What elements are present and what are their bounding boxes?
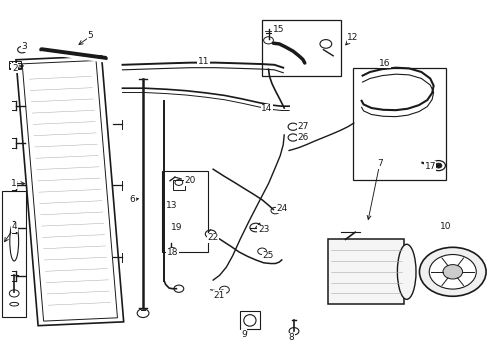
Text: 27: 27 bbox=[297, 122, 309, 131]
Bar bbox=[353, 68, 446, 180]
Text: 26: 26 bbox=[297, 133, 309, 142]
Bar bbox=[9, 61, 21, 69]
Text: 9: 9 bbox=[241, 330, 247, 338]
Bar bbox=[173, 180, 185, 190]
Text: 16: 16 bbox=[379, 58, 391, 68]
Text: 1: 1 bbox=[11, 179, 17, 188]
Text: 19: 19 bbox=[171, 223, 182, 232]
Ellipse shape bbox=[397, 244, 416, 300]
Circle shape bbox=[435, 163, 442, 168]
Text: 12: 12 bbox=[347, 33, 359, 42]
Text: 23: 23 bbox=[258, 225, 270, 234]
Text: 2: 2 bbox=[12, 64, 18, 73]
Text: 7: 7 bbox=[377, 159, 383, 168]
Bar bbox=[162, 171, 208, 252]
Text: 22: 22 bbox=[208, 233, 219, 242]
Text: 13: 13 bbox=[166, 201, 177, 210]
Text: 4: 4 bbox=[12, 222, 18, 231]
Bar bbox=[328, 239, 404, 304]
Bar bbox=[240, 311, 260, 329]
Bar bbox=[16, 56, 123, 326]
Text: 3: 3 bbox=[22, 42, 27, 51]
Circle shape bbox=[419, 247, 486, 296]
Bar bbox=[22, 60, 118, 321]
Circle shape bbox=[429, 255, 476, 289]
Text: 24: 24 bbox=[276, 204, 287, 212]
Text: 8: 8 bbox=[289, 333, 294, 342]
Text: 5: 5 bbox=[88, 31, 94, 40]
Text: 11: 11 bbox=[197, 57, 209, 66]
Text: 15: 15 bbox=[272, 25, 284, 34]
Bar bbox=[262, 20, 341, 76]
Circle shape bbox=[443, 265, 463, 279]
Text: 10: 10 bbox=[440, 222, 452, 231]
Text: 6: 6 bbox=[129, 195, 135, 204]
Text: 21: 21 bbox=[214, 291, 225, 300]
Text: 14: 14 bbox=[261, 104, 273, 113]
Text: 20: 20 bbox=[184, 176, 196, 185]
Text: 17: 17 bbox=[424, 162, 436, 171]
Text: 18: 18 bbox=[167, 248, 178, 257]
Bar bbox=[2, 191, 26, 317]
Text: 25: 25 bbox=[263, 251, 274, 260]
